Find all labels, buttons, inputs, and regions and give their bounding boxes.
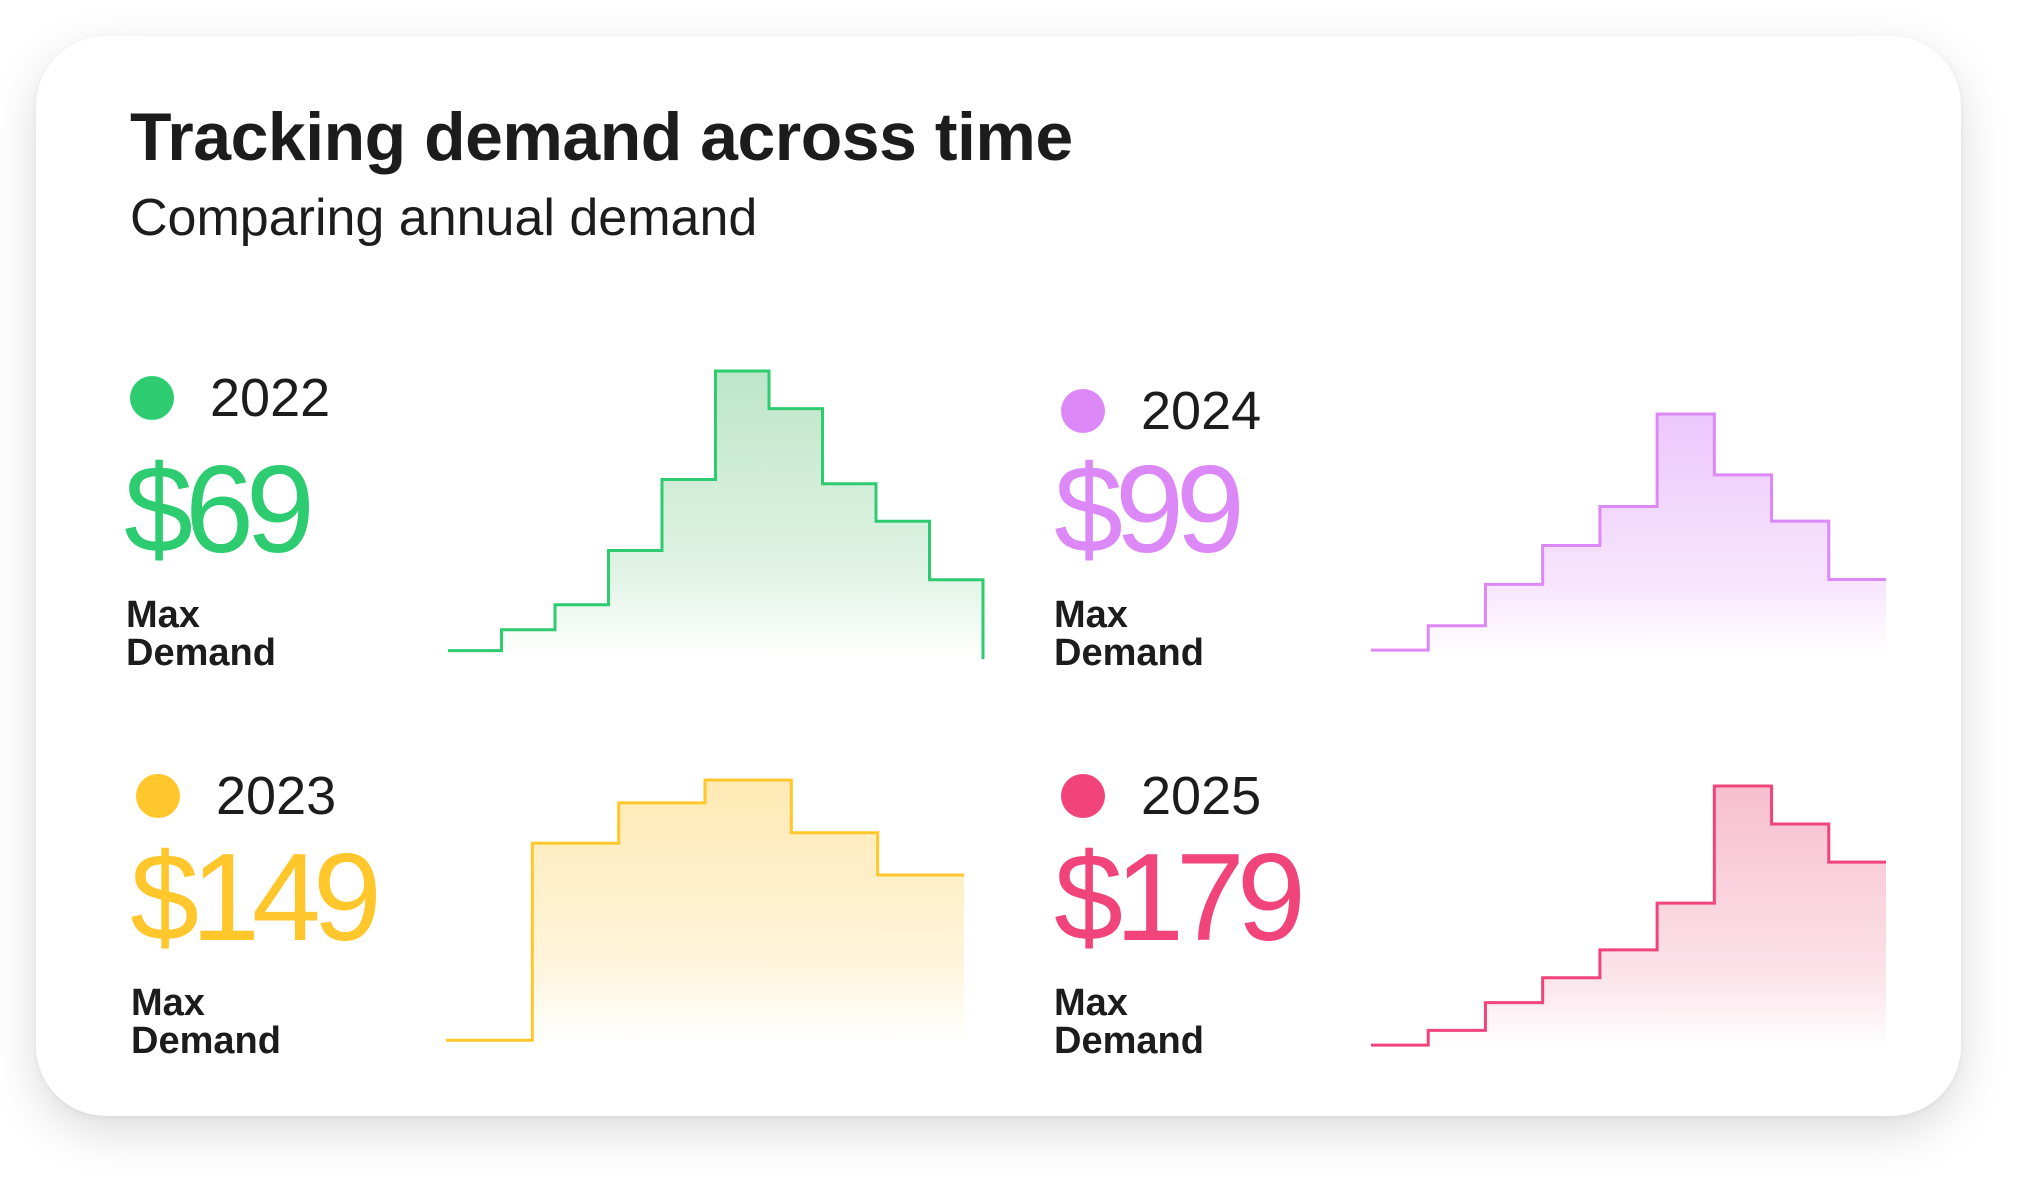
sparkline-area-2022 — [448, 371, 983, 659]
legend-dot-2022 — [130, 376, 174, 420]
max-value-2025: $179 — [1054, 829, 1306, 967]
max-value-2023: $149 — [130, 829, 382, 967]
sparkline-area-2023 — [446, 780, 964, 1042]
metric-label-2024: Max Demand — [1054, 594, 1204, 674]
sparkline-area-2024 — [1371, 414, 1886, 655]
sparkline-line-2022 — [448, 369, 985, 659]
sparkline-2023 — [446, 778, 964, 1042]
legend-year-2023: 2023 — [216, 766, 337, 826]
sparkline-area-2025 — [1371, 786, 1886, 1048]
legend-2025: 2025 — [1061, 769, 1261, 823]
legend-year-2024: 2024 — [1141, 381, 1262, 441]
max-value-2022: $69 — [124, 441, 315, 579]
legend-2022: 2022 — [130, 371, 330, 425]
metric-label-2025: Max Demand — [1054, 982, 1204, 1062]
legend-2023: 2023 — [136, 769, 336, 823]
metric-label-2022: Max Demand — [126, 594, 276, 674]
legend-year-2025: 2025 — [1141, 766, 1262, 826]
metric-label-2023: Max Demand — [131, 982, 281, 1062]
sparkline-line-2025 — [1371, 784, 1886, 1047]
legend-dot-2024 — [1061, 389, 1105, 433]
sparkline-2025 — [1371, 784, 1886, 1048]
sparkline-line-2024 — [1371, 412, 1886, 652]
legend-year-2022: 2022 — [210, 368, 331, 428]
legend-2024: 2024 — [1061, 384, 1261, 438]
legend-dot-2025 — [1061, 774, 1105, 818]
sparkline-2024 — [1371, 412, 1886, 655]
page-subtitle: Comparing annual demand — [130, 189, 758, 247]
legend-dot-2023 — [136, 774, 180, 818]
max-value-2024: $99 — [1054, 441, 1245, 579]
page-title: Tracking demand across time — [130, 99, 1073, 175]
card: Tracking demand across time Comparing an… — [36, 36, 1961, 1116]
sparkline-2022 — [448, 369, 985, 659]
sparkline-line-2023 — [446, 778, 964, 1042]
